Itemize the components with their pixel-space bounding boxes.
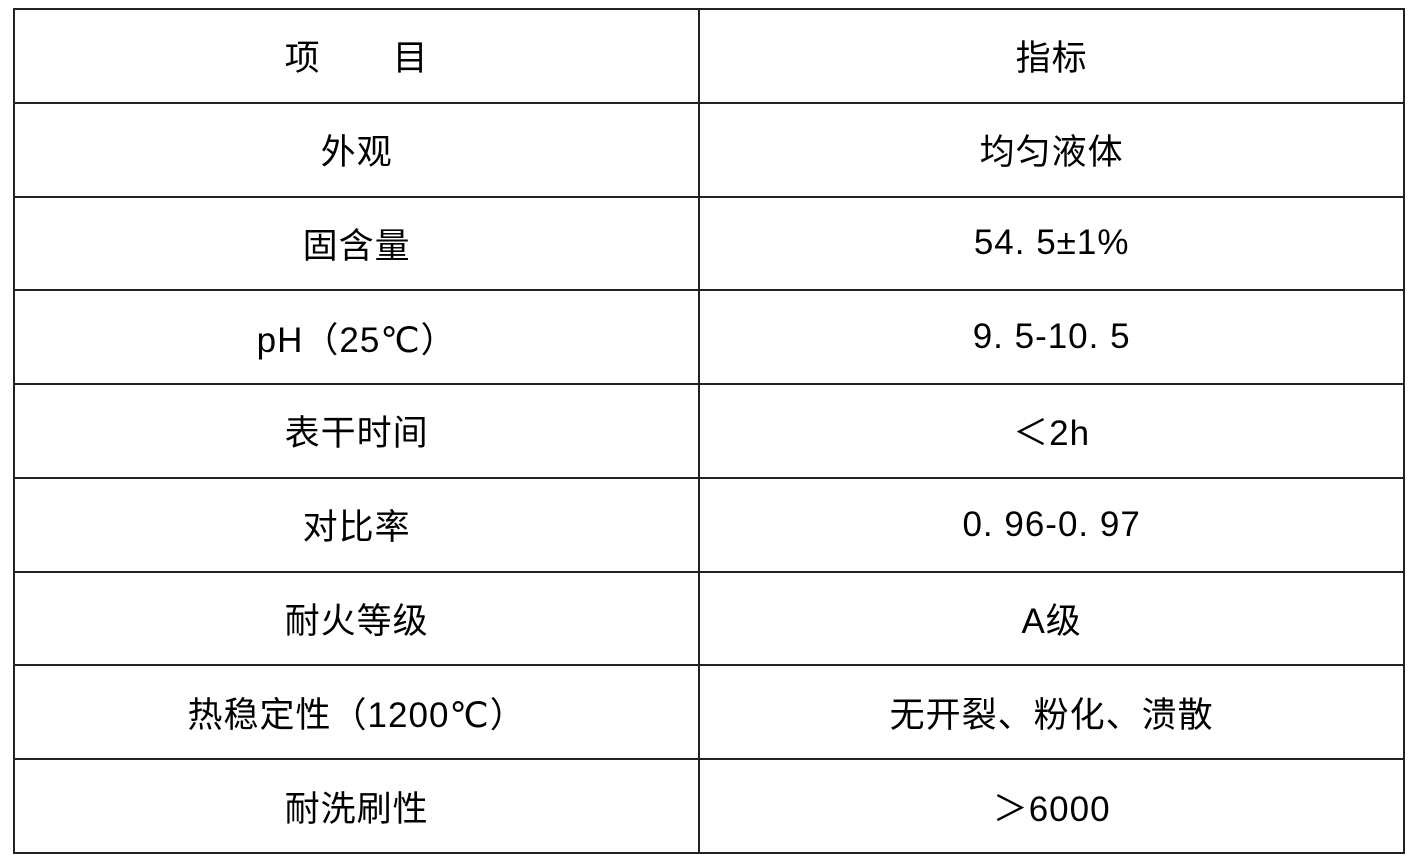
table-row: 耐火等级 A级	[12, 570, 1405, 667]
item-cell: pH（25℃）	[12, 289, 701, 386]
value-cell: ＜2h	[698, 383, 1405, 479]
table-row: 热稳定性（1200℃） 无开裂、粉化、溃散	[12, 664, 1405, 761]
spec-table: 项 目 指标 外观 均匀液体 固含量 54. 5±1% pH（25℃） 9. 5…	[12, 8, 1405, 854]
value-cell: 54. 5±1%	[698, 195, 1405, 292]
value-cell: A级	[698, 570, 1405, 667]
table-header-row: 项 目 指标	[12, 8, 1405, 104]
table-row: pH（25℃） 9. 5-10. 5	[12, 289, 1405, 386]
table-row: 对比率 0. 96-0. 97	[12, 476, 1405, 573]
item-cell: 表干时间	[12, 383, 701, 479]
item-cell: 外观	[12, 101, 701, 198]
header-cell-item: 项 目	[12, 8, 701, 104]
value-cell: ＞6000	[698, 758, 1405, 854]
table-row: 外观 均匀液体	[12, 101, 1405, 198]
table-row: 耐洗刷性 ＞6000	[12, 758, 1405, 854]
item-cell: 对比率	[12, 476, 701, 573]
table-row: 固含量 54. 5±1%	[12, 195, 1405, 292]
item-cell: 固含量	[12, 195, 701, 292]
value-cell: 0. 96-0. 97	[698, 476, 1405, 573]
header-cell-value: 指标	[698, 8, 1405, 104]
table-row: 表干时间 ＜2h	[12, 383, 1405, 479]
value-cell: 9. 5-10. 5	[698, 289, 1405, 386]
value-cell: 均匀液体	[698, 101, 1405, 198]
item-cell: 耐火等级	[12, 570, 701, 667]
value-cell: 无开裂、粉化、溃散	[698, 664, 1405, 761]
item-cell: 耐洗刷性	[12, 758, 701, 854]
item-cell: 热稳定性（1200℃）	[12, 664, 701, 761]
